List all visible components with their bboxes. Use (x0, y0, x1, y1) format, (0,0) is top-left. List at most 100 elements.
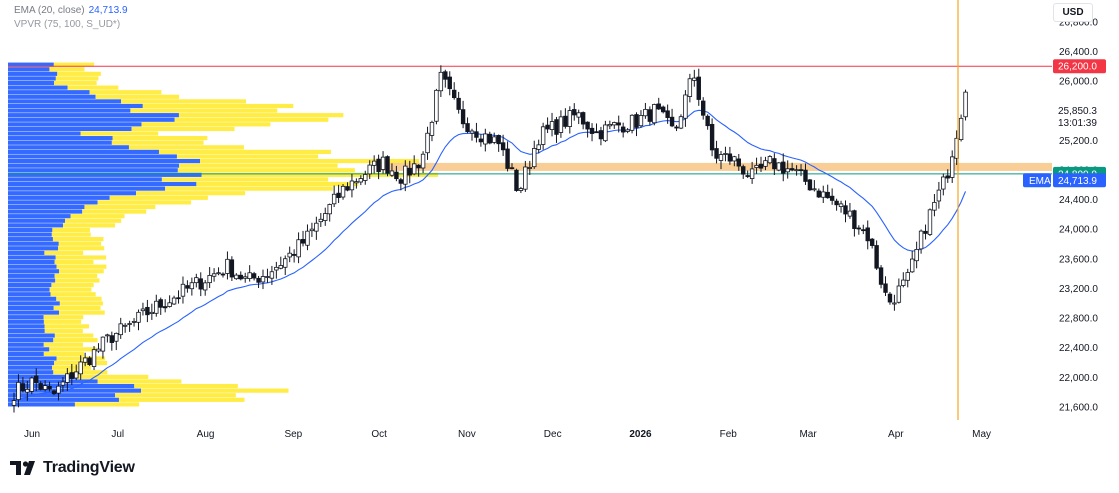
candle (901, 272, 906, 288)
candle (932, 194, 937, 217)
candle (398, 177, 404, 191)
profile-row-buy (8, 108, 131, 113)
candle (207, 267, 212, 289)
price-badges: 26,200.024,800.024,713.9EMA25,850.313:01… (1023, 59, 1106, 188)
profile-row-buy (8, 388, 142, 393)
profile-row-sell (161, 177, 329, 182)
profile-row-buy (8, 204, 85, 210)
vpvr-legend[interactable]: VPVR (75, 100, S_UD*) (14, 18, 128, 32)
time-tick-label: May (972, 429, 991, 440)
candle (776, 162, 781, 172)
candle (585, 121, 590, 138)
time-tick-label: 2026 (629, 429, 652, 440)
profile-row-sell (121, 99, 246, 104)
indicator-legend[interactable]: EMA (20, close) 24,713.9 VPVR (75, 100, S… (14, 4, 128, 32)
candle (603, 120, 608, 143)
profile-row-buy (8, 117, 175, 122)
candle (563, 108, 568, 129)
profile-row-buy (8, 90, 90, 95)
candle (852, 209, 857, 237)
price-tick-label: 22,800.0 (1059, 314, 1098, 325)
time-tick-label: Jul (111, 429, 124, 440)
profile-row-buy (8, 71, 58, 76)
candle (807, 179, 813, 191)
candle (714, 140, 719, 164)
profile-row-sell (80, 131, 159, 136)
candle (523, 160, 528, 192)
profile-row-buy (8, 402, 75, 407)
candle (87, 356, 92, 366)
profile-row-buy (8, 186, 166, 191)
candle (909, 250, 915, 273)
candle (443, 69, 448, 88)
ema-tag-text: EMA (1029, 176, 1051, 187)
candle (42, 380, 48, 392)
profile-row-sell (97, 379, 182, 384)
candle (741, 164, 746, 179)
profile-row-buy (8, 177, 162, 182)
ema-legend[interactable]: EMA (20, close) 24,713.9 (14, 4, 128, 18)
profile-row-sell (49, 67, 85, 72)
candle (389, 163, 395, 177)
candle (216, 267, 221, 276)
profile-row-buy (8, 374, 77, 379)
candle (394, 165, 399, 182)
candles (11, 65, 968, 413)
time-tick-label: Feb (720, 429, 738, 440)
profile-row-sell (56, 296, 102, 301)
time-axis[interactable]: Jun Jul Aug Sep Oct Nov Dec 2026 Feb Mar Apr May (24, 429, 991, 440)
candle (367, 160, 372, 180)
candle (91, 346, 97, 371)
candle (82, 352, 88, 367)
candle (634, 112, 639, 137)
candle (198, 272, 203, 297)
profile-row-sell (177, 168, 355, 173)
time-tick-label: Nov (458, 429, 476, 440)
currency-button[interactable]: USD (1053, 3, 1093, 22)
profile-row-sell (84, 204, 156, 210)
candle (923, 224, 928, 240)
price-tick-label: 22,000.0 (1059, 373, 1098, 384)
candle (256, 275, 261, 288)
candle (296, 232, 301, 264)
candle (856, 225, 862, 235)
candle (927, 208, 933, 237)
candle (567, 106, 573, 134)
candle (171, 295, 177, 305)
tradingview-logo[interactable]: TradingView (10, 458, 135, 478)
candle (118, 317, 123, 339)
profile-row-buy (8, 356, 57, 361)
candle (25, 380, 30, 401)
support-zone (380, 162, 1052, 171)
profile-row-buy (8, 351, 44, 356)
profile-row-sell (54, 273, 98, 278)
candle (683, 90, 688, 127)
candle (763, 156, 768, 171)
profile-row-buy (8, 269, 60, 274)
candle (549, 112, 555, 137)
profile-row-buy (8, 67, 50, 72)
candle (812, 180, 817, 192)
candle (194, 273, 199, 288)
profile-row-sell (142, 103, 294, 109)
profile-row-buy (8, 338, 54, 343)
profile-row-buy (8, 246, 59, 251)
candle (474, 122, 479, 143)
candle (936, 181, 942, 209)
candle (643, 102, 648, 119)
candle (914, 241, 919, 269)
profile-row-buy (8, 227, 53, 233)
candle (78, 355, 83, 380)
profile-row-sell (58, 246, 105, 251)
profile-row-sell (62, 223, 116, 228)
candle (687, 73, 693, 103)
candle (283, 255, 288, 275)
price-tick-label: 23,200.0 (1059, 284, 1098, 295)
countdown-text: 13:01:39 (1058, 118, 1097, 129)
candle (309, 222, 315, 237)
candle (625, 128, 630, 134)
candle (38, 381, 43, 391)
candle (821, 185, 826, 203)
candle (51, 389, 57, 396)
